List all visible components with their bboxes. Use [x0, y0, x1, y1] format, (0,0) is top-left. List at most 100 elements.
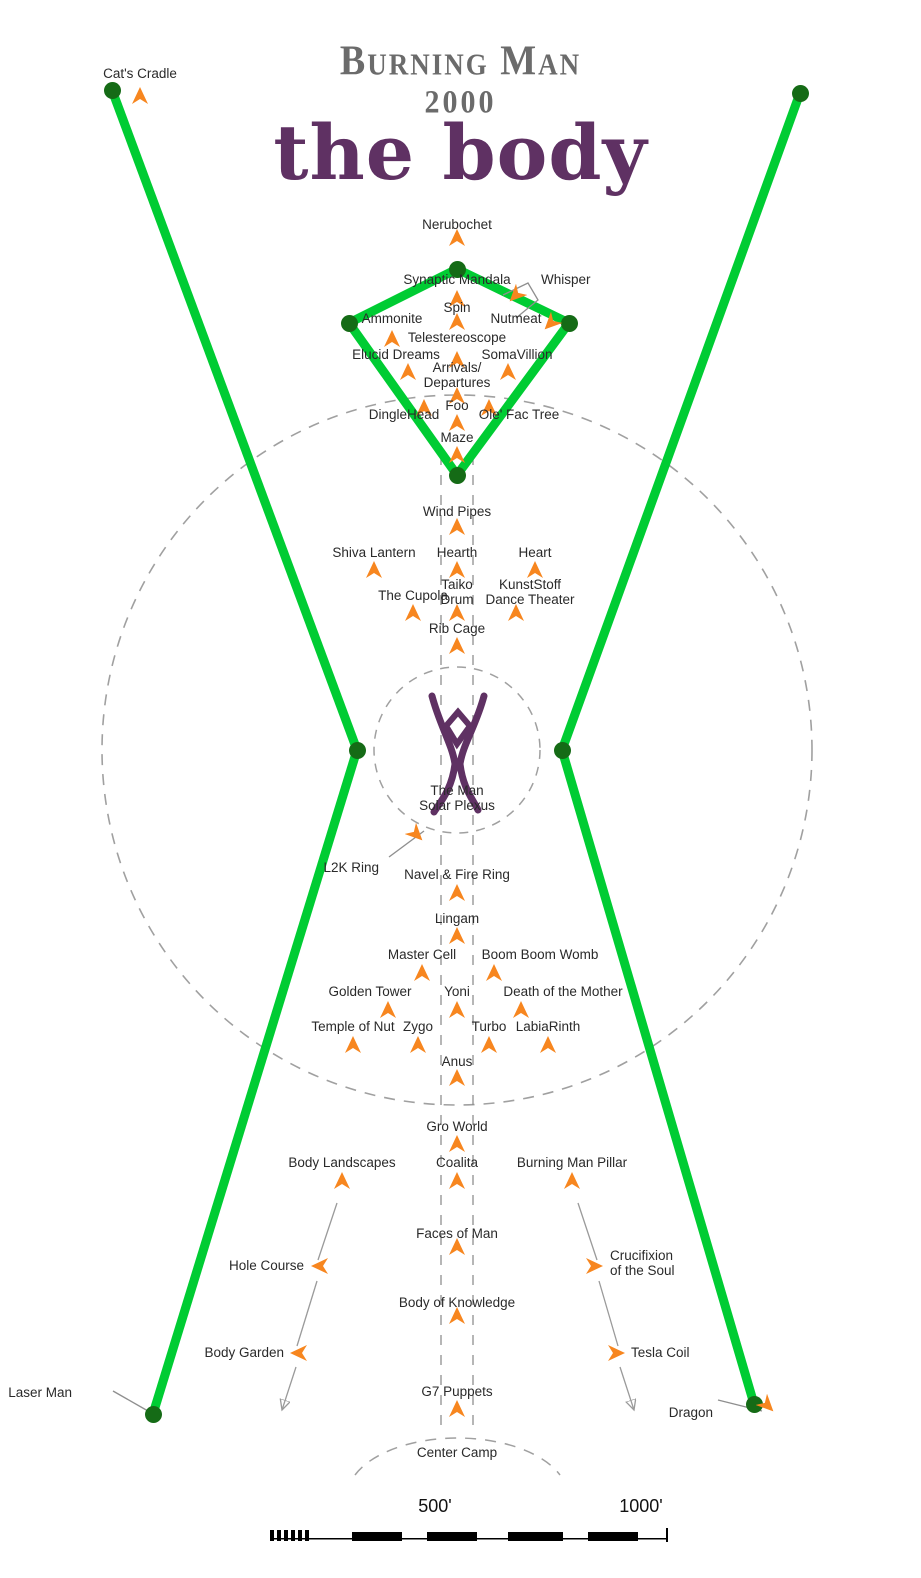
node-head-top	[448, 260, 466, 278]
marker-triangle-golden-tower[interactable]	[377, 999, 399, 1021]
marker-triangle-dinglehead[interactable]	[413, 397, 435, 419]
marker-triangle-cats-cradle[interactable]	[129, 85, 151, 107]
marker-triangle-crucifixion-of-the-soul[interactable]	[583, 1255, 605, 1277]
marker-label-taiko-drum: Taiko Drum	[441, 577, 474, 607]
marker-triangle-rib-cage[interactable]	[446, 635, 468, 657]
marker-triangle-boom-boom-womb[interactable]	[483, 962, 505, 984]
marker-label-body-of-knowledge: Body of Knowledge	[399, 1295, 515, 1310]
marker-triangle-kunststoff-dance[interactable]	[505, 602, 527, 624]
marker-triangle-temple-of-nut[interactable]	[342, 1034, 364, 1056]
marker-triangle-anus[interactable]	[446, 1067, 468, 1089]
right-route-seg-1	[577, 1202, 598, 1261]
marker-label-kunststoff-dance: KunstStoff Dance Theater	[485, 577, 574, 607]
marker-triangle-death-of-the-mother[interactable]	[510, 999, 532, 1021]
marker-label-body-garden: Body Garden	[204, 1345, 284, 1360]
marker-label-zygo: Zygo	[403, 1019, 433, 1034]
arm-upper-left	[107, 88, 362, 752]
marker-label-gro-world: Gro World	[426, 1119, 487, 1134]
label-line: DingleHead	[368, 407, 440, 422]
marker-triangle-somavillion[interactable]	[497, 361, 519, 383]
marker-label-yoni: Yoni	[444, 984, 470, 999]
marker-triangle-g7-puppets[interactable]	[446, 1398, 468, 1420]
marker-triangle-shiva-lantern[interactable]	[363, 559, 385, 581]
marker-triangle-body-of-knowledge[interactable]	[446, 1305, 468, 1327]
marker-triangle-telestereoscope[interactable]	[446, 349, 468, 371]
right-route-seg-3	[619, 1366, 634, 1410]
label-line: Arrivals/	[432, 360, 482, 375]
marker-triangle-spin[interactable]	[446, 311, 468, 333]
label-line: Drum	[440, 592, 474, 608]
label-line: Navel & Fire Ring	[404, 867, 510, 882]
marker-triangle-dragon[interactable]	[755, 1393, 778, 1416]
node-head-right	[560, 314, 578, 332]
marker-triangle-body-garden[interactable]	[288, 1342, 310, 1364]
marker-triangle-maze[interactable]	[446, 444, 468, 466]
marker-label-maze: Maze	[440, 430, 473, 445]
marker-triangle-coalita[interactable]	[446, 1170, 468, 1192]
label-line: Synaptic Mandala	[403, 272, 511, 287]
marker-triangle-tesla-coil[interactable]	[605, 1342, 627, 1364]
marker-triangle-heart[interactable]	[524, 559, 546, 581]
marker-triangle-foo[interactable]	[446, 412, 468, 434]
label-line: Spin	[443, 300, 471, 315]
marker-label-laser-man: Laser Man	[8, 1385, 72, 1400]
marker-triangle-navel-fire-ring[interactable]	[446, 882, 468, 904]
marker-triangle-nerubochet[interactable]	[446, 227, 468, 249]
label-line: Body Landscapes	[288, 1155, 396, 1170]
marker-triangle-ammonite[interactable]	[381, 328, 403, 350]
leg-lower-left	[148, 748, 362, 1416]
marker-triangle-wind-pipes[interactable]	[446, 516, 468, 538]
label-line: Foo	[445, 398, 469, 413]
marker-triangle-nutmeat[interactable]	[540, 311, 563, 334]
marker-triangle-elucid-dreams[interactable]	[397, 361, 419, 383]
marker-triangle-master-cell[interactable]	[411, 962, 433, 984]
marker-label-elucid-dreams: Elucid Dreams	[352, 347, 440, 362]
marker-label-somavillion: SomaVillion	[481, 347, 552, 362]
marker-label-arrivals-departures: Arrivals/Departures	[424, 360, 491, 390]
label-line: Zygo	[402, 1019, 434, 1034]
marker-triangle-the-cupola[interactable]	[402, 602, 424, 624]
node-dragon-top	[791, 84, 809, 102]
marker-triangle-hearth[interactable]	[446, 559, 468, 581]
label-line: Taiko	[441, 577, 473, 592]
marker-triangle-taiko-drum[interactable]	[446, 602, 468, 624]
label-line: Master Cell	[387, 947, 457, 962]
marker-triangle-labiarinth[interactable]	[537, 1034, 559, 1056]
marker-triangle-yoni[interactable]	[446, 999, 468, 1021]
label-line: Body of Knowledge	[398, 1295, 516, 1310]
title-the-body: the body	[273, 108, 648, 197]
marker-triangle-faces-of-man[interactable]	[446, 1236, 468, 1258]
marker-triangle-burning-man-pillar[interactable]	[561, 1170, 583, 1192]
marker-triangle-gro-world[interactable]	[446, 1133, 468, 1155]
marker-triangle-lingam[interactable]	[446, 925, 468, 947]
marker-label-faces-of-man: Faces of Man	[416, 1226, 498, 1241]
marker-label-l2k-ring: L2K Ring	[323, 860, 379, 875]
marker-label-ole-fac-tree: Ole' Fac Tree	[479, 407, 560, 422]
label-line: LabiaRinth	[515, 1019, 581, 1034]
label-line: Departures	[423, 375, 491, 391]
the-man-label-line1: The Man	[430, 783, 484, 798]
marker-label-dinglehead: DingleHead	[369, 407, 440, 422]
the-man-figure	[428, 692, 488, 816]
marker-label-cats-cradle: Cat's Cradle	[103, 66, 177, 81]
label-line: Cat's Cradle	[103, 66, 177, 81]
marker-label-master-cell: Master Cell	[388, 947, 456, 962]
marker-label-temple-of-nut: Temple of Nut	[311, 1019, 394, 1034]
marker-triangle-body-landscapes[interactable]	[331, 1170, 353, 1192]
marker-triangle-ole-fac-tree[interactable]	[478, 397, 500, 419]
scale-bar	[270, 1528, 668, 1542]
left-route-seg-1	[317, 1202, 338, 1261]
label-line: Gro World	[426, 1119, 488, 1134]
marker-label-body-landscapes: Body Landscapes	[288, 1155, 395, 1170]
marker-triangle-turbo[interactable]	[478, 1034, 500, 1056]
marker-triangle-zygo[interactable]	[407, 1034, 429, 1056]
marker-triangle-synaptic-mandala[interactable]	[446, 288, 468, 310]
marker-label-ammonite: Ammonite	[362, 311, 423, 326]
marker-triangle-whisper[interactable]	[505, 283, 528, 306]
man-circle	[373, 666, 541, 834]
marker-triangle-l2k-ring[interactable]	[404, 822, 427, 845]
marker-label-foo: Foo	[445, 398, 468, 413]
marker-triangle-hole-course[interactable]	[309, 1255, 331, 1277]
label-line: Rib Cage	[428, 621, 486, 636]
marker-triangle-arrivals-departures[interactable]	[446, 385, 468, 407]
